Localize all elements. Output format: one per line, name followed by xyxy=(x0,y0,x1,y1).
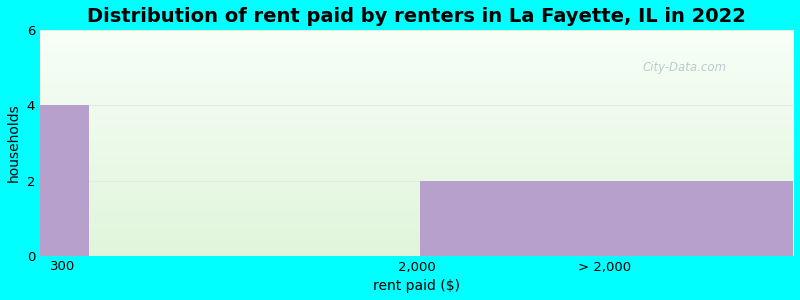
Title: Distribution of rent paid by renters in La Fayette, IL in 2022: Distribution of rent paid by renters in … xyxy=(87,7,746,26)
Text: City-Data.com: City-Data.com xyxy=(642,61,726,74)
Y-axis label: households: households xyxy=(7,103,21,182)
Bar xyxy=(420,181,793,256)
X-axis label: rent paid ($): rent paid ($) xyxy=(373,279,460,293)
Bar xyxy=(40,105,89,256)
